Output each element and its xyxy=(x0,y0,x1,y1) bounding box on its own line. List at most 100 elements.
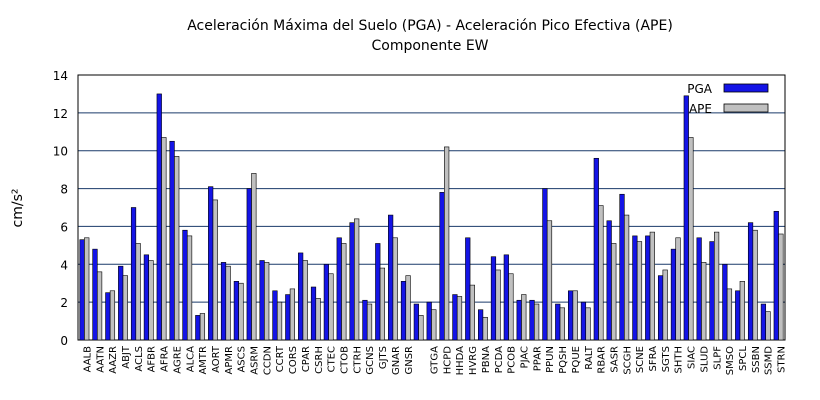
bar xyxy=(143,254,150,341)
bar xyxy=(130,207,137,341)
bar xyxy=(431,309,437,341)
bar xyxy=(323,263,329,341)
bar xyxy=(328,273,334,341)
bar xyxy=(366,303,373,341)
y-tick-label: 10 xyxy=(53,145,68,159)
bar xyxy=(413,303,419,341)
bar xyxy=(542,188,548,341)
bar xyxy=(251,173,257,341)
bar xyxy=(662,269,668,341)
bar xyxy=(84,237,90,341)
x-tick-label: ALCA xyxy=(185,346,196,372)
bar xyxy=(546,220,553,341)
x-tick-label: SMSO xyxy=(725,346,736,375)
bar xyxy=(418,315,424,341)
bar xyxy=(336,237,342,341)
bar xyxy=(92,248,98,341)
x-tick-label: SGTS xyxy=(661,346,672,372)
bar xyxy=(135,243,141,341)
bar xyxy=(79,239,85,341)
bar xyxy=(611,243,617,341)
bar xyxy=(208,186,214,341)
bar xyxy=(388,214,394,341)
bar xyxy=(747,222,754,341)
x-tick-label: CCRT xyxy=(275,345,286,372)
bar xyxy=(773,210,779,341)
x-tick-label: AFBR xyxy=(147,346,158,372)
bar xyxy=(636,241,643,341)
bar xyxy=(452,294,458,341)
bar xyxy=(580,301,587,341)
bar xyxy=(593,157,599,341)
bar xyxy=(657,275,664,341)
bar xyxy=(118,265,124,341)
x-tick-label: AORT xyxy=(211,345,222,373)
bar xyxy=(122,275,128,341)
x-tick-label: PBNA xyxy=(481,346,492,373)
bar xyxy=(572,290,578,341)
bar xyxy=(246,188,252,341)
bar xyxy=(238,282,244,341)
bar xyxy=(722,263,728,341)
bar xyxy=(709,241,715,341)
x-tick-label: PQSH xyxy=(558,346,569,374)
chart-title: Aceleración Máxima del Suelo (PGA) - Ace… xyxy=(187,18,673,34)
y-tick-label: 8 xyxy=(60,183,68,197)
bar xyxy=(752,229,758,341)
x-tick-label: APMR xyxy=(224,346,235,374)
bar xyxy=(559,307,565,341)
x-tick-label: SPCL xyxy=(738,346,749,371)
x-tick-label: GNSR xyxy=(404,346,415,375)
bar xyxy=(259,260,265,341)
bar xyxy=(469,284,475,341)
bar xyxy=(739,281,745,341)
legend-label: PGA xyxy=(687,82,713,96)
bar xyxy=(405,275,411,341)
x-tick-label: CPAR xyxy=(301,346,312,372)
bar xyxy=(96,271,103,341)
bar xyxy=(148,260,154,341)
x-tick-label: SHTH xyxy=(674,346,685,374)
bar xyxy=(478,309,484,341)
x-tick-label: CORS xyxy=(288,346,299,374)
bar xyxy=(349,222,355,341)
x-tick-label: PQUE xyxy=(571,346,582,374)
x-tick-label: CSRH xyxy=(314,346,325,374)
x-tick-label: AGRE xyxy=(172,346,183,374)
bar xyxy=(156,93,162,341)
bar xyxy=(169,140,175,341)
bar xyxy=(276,301,283,341)
bar xyxy=(310,286,317,341)
bar xyxy=(444,146,450,341)
bar xyxy=(272,290,278,341)
x-tick-label: AFRA xyxy=(160,346,171,372)
x-tick-label: SLUD xyxy=(699,346,710,373)
bar xyxy=(362,299,368,341)
x-tick-label: CCDN xyxy=(262,346,273,375)
y-tick-label: 2 xyxy=(60,296,68,310)
bar xyxy=(289,288,296,341)
bar xyxy=(456,296,463,341)
bar xyxy=(315,298,321,341)
y-tick-label: 0 xyxy=(60,334,68,348)
x-tick-label: AMTR xyxy=(198,346,209,375)
bar xyxy=(555,303,561,341)
bar xyxy=(161,137,167,341)
bar xyxy=(670,248,677,341)
y-tick-label: 4 xyxy=(60,258,68,272)
x-tick-label: STRN xyxy=(777,346,788,373)
bar xyxy=(529,299,535,341)
x-tick-label: SIAC xyxy=(687,346,698,369)
bar xyxy=(379,267,385,341)
x-tick-label: PPUN xyxy=(545,346,556,373)
x-tick-label: SCGH xyxy=(622,346,633,375)
bar xyxy=(109,290,116,341)
bar xyxy=(482,316,488,341)
bar xyxy=(688,137,694,341)
x-tick-label: GTGA xyxy=(430,346,441,374)
bar xyxy=(735,290,741,341)
bar xyxy=(426,301,432,341)
bar xyxy=(606,220,612,341)
x-tick-label: AATN xyxy=(95,346,106,373)
